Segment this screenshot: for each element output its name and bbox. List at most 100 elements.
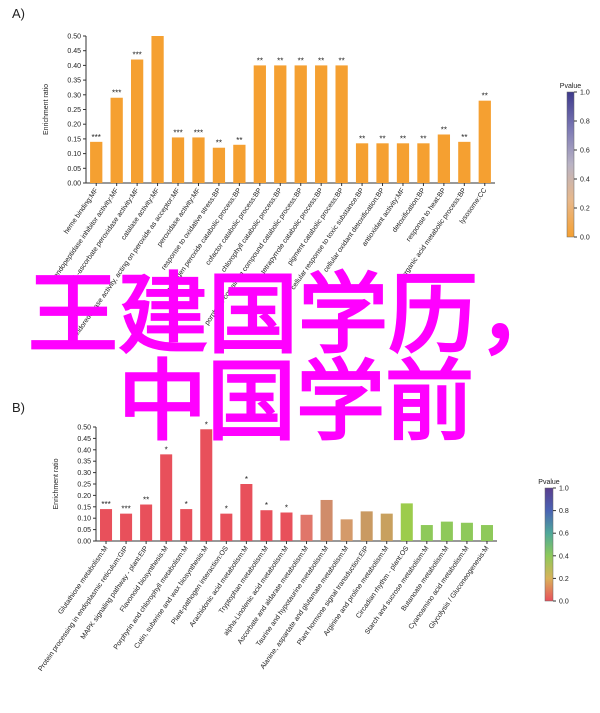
- significance-label: ***: [121, 505, 130, 514]
- significance-label: ***: [132, 51, 141, 60]
- significance-label: ***: [101, 500, 110, 509]
- colorbar-tick-label: 0.2: [559, 576, 569, 583]
- bar: [340, 519, 353, 541]
- colorbar-tick-label: 0.4: [559, 553, 569, 560]
- x-tick-label: catalase activity:MF: [120, 187, 161, 241]
- panel-label: B): [12, 400, 25, 415]
- bar: [171, 137, 185, 183]
- bar: [417, 143, 430, 183]
- significance-label: **: [318, 56, 324, 65]
- bar: [120, 513, 133, 541]
- overlay-text: 中国学前: [118, 350, 474, 453]
- x-tick-label: Cutin, suberine and wax biosynthesis:M: [133, 545, 210, 650]
- bar: [253, 65, 266, 183]
- significance-label: ***: [173, 128, 182, 137]
- bar: [440, 521, 453, 541]
- x-tick-label: Protein processing in endoplasmic reticu…: [37, 545, 130, 673]
- bar: [100, 509, 113, 541]
- bar: [315, 65, 328, 183]
- y-tick-label: 0.05: [77, 527, 91, 534]
- significance-label: **: [461, 133, 467, 142]
- significance-label: **: [143, 496, 149, 505]
- y-tick-label: 0.30: [77, 470, 91, 477]
- y-tick-label: 0.00: [77, 539, 91, 546]
- bar: [458, 141, 471, 183]
- y-tick-label: 0.40: [67, 63, 81, 70]
- significance-label: **: [298, 56, 304, 65]
- bar: [110, 97, 123, 183]
- y-tick-label: 0.10: [77, 516, 91, 523]
- significance-label: **: [441, 125, 447, 134]
- y-tick-label: 0.25: [67, 107, 81, 114]
- colorbar: [544, 487, 554, 602]
- bar: [320, 499, 333, 541]
- bar: [90, 141, 103, 183]
- bar: [160, 454, 173, 541]
- colorbar-tick-label: 0.8: [559, 508, 569, 515]
- significance-label: **: [420, 134, 426, 143]
- bar: [240, 484, 253, 541]
- significance-label: ***: [112, 89, 121, 98]
- y-tick-label: 0.05: [67, 166, 81, 173]
- significance-label: **: [257, 56, 263, 65]
- colorbar-tick-label: 0.0: [559, 599, 569, 606]
- bar: [335, 65, 348, 183]
- bar: [294, 65, 307, 183]
- significance-label: **: [277, 56, 283, 65]
- y-tick-label: 0.45: [77, 436, 91, 443]
- colorbar-tick-label: 1.0: [559, 486, 569, 493]
- colorbar-tick-label: 0.6: [559, 531, 569, 538]
- significance-label: *: [205, 420, 208, 429]
- bar: [396, 143, 410, 183]
- significance-label: *: [245, 475, 248, 484]
- colorbar-tick-label: 0.4: [580, 177, 590, 184]
- x-tick-label: response to heat:BP: [405, 187, 447, 243]
- significance-label: *: [185, 500, 188, 509]
- significance-label: **: [400, 134, 406, 143]
- y-tick-label: 0.15: [67, 136, 81, 143]
- significance-label: **: [339, 56, 345, 65]
- significance-label: **: [236, 136, 242, 145]
- bar: [212, 147, 226, 183]
- y-tick-label: 0.45: [67, 48, 81, 55]
- y-tick-label: 0.25: [77, 482, 91, 489]
- significance-label: *: [225, 505, 228, 514]
- bar: [480, 525, 493, 541]
- colorbar: [566, 91, 575, 238]
- colorbar-tick-label: 0.0: [580, 235, 590, 242]
- bar: [380, 513, 393, 541]
- colorbar-tick-label: 0.8: [580, 119, 590, 126]
- significance-label: **: [379, 134, 385, 143]
- bar: [260, 510, 273, 541]
- significance-label: **: [216, 139, 222, 148]
- y-tick-label: 0.10: [67, 151, 81, 158]
- bar: [151, 36, 164, 183]
- y-tick-label: 0.00: [67, 181, 81, 188]
- bar: [274, 65, 287, 183]
- bar: [192, 137, 205, 183]
- significance-label: **: [359, 134, 365, 143]
- panel-label: A): [12, 6, 25, 21]
- bar: [140, 504, 153, 541]
- colorbar-tick-label: 0.2: [580, 206, 590, 213]
- bar: [280, 512, 293, 541]
- colorbar-title: Pvalue: [560, 83, 582, 90]
- colorbar-tick-label: 1.0: [580, 90, 590, 97]
- y-tick-label: 0.20: [67, 122, 81, 129]
- significance-label: ***: [194, 128, 203, 137]
- bar: [360, 511, 373, 541]
- significance-label: *: [265, 501, 268, 510]
- bar: [355, 143, 369, 183]
- significance-label: ***: [92, 133, 101, 142]
- y-tick-label: 0.30: [67, 92, 81, 99]
- x-tick-label: Porphyrin and chlorophyll metabolism:M: [113, 545, 190, 651]
- bar: [460, 522, 473, 541]
- bar: [376, 143, 389, 183]
- significance-label: **: [482, 92, 488, 101]
- y-tick-label: 0.15: [77, 504, 91, 511]
- bar: [130, 59, 144, 183]
- bar: [220, 513, 233, 541]
- bar: [400, 503, 413, 541]
- y-tick-label: 0.20: [77, 493, 91, 500]
